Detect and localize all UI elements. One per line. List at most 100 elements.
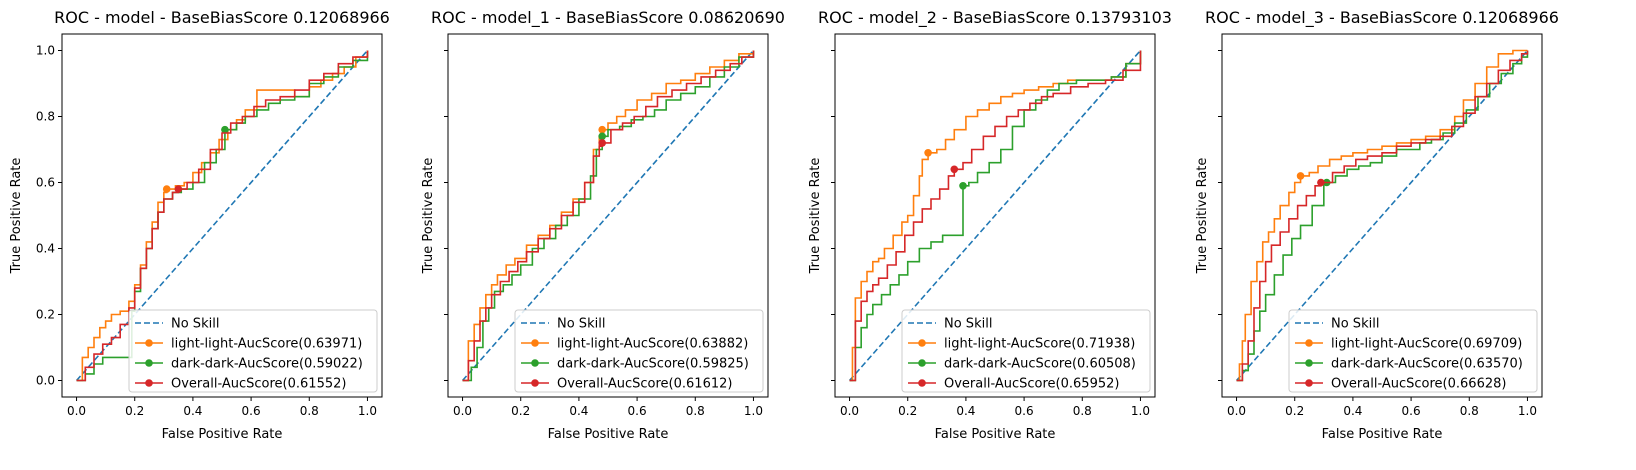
x-axis-label: False Positive Rate	[935, 427, 1056, 442]
legend-marker-1	[1305, 339, 1313, 347]
axes-frame	[1221, 33, 1543, 398]
legend: No Skill light-light-AucScore(0.69709) dar…	[1288, 309, 1538, 393]
legend-box	[1288, 309, 1538, 393]
panel-title: ROC - model_1 - BaseBiasScore 0.08620690	[431, 8, 785, 28]
roc-line-2	[462, 50, 755, 382]
threshold-marker-3	[1317, 178, 1325, 187]
roc-line-0	[848, 49, 1142, 382]
roc-line-0	[461, 49, 755, 382]
roc-panel-2: ROC - model_2 - BaseBiasScore 0.13793103…	[808, 8, 1172, 442]
threshold-marker-1	[598, 125, 606, 134]
x-tick-label: 0.8	[1073, 404, 1092, 418]
legend-label-1: light-light-AucScore(0.63882)	[557, 337, 748, 352]
plot-area	[461, 49, 755, 382]
legend: No Skill light-light-AucScore(0.71938) dar…	[901, 309, 1151, 393]
threshold-marker-2	[959, 182, 967, 190]
x-tick-label: 1.0	[1518, 404, 1537, 418]
x-tick-label: 0.4	[956, 404, 975, 418]
legend-label-1: light-light-AucScore(0.69709)	[1331, 337, 1522, 352]
x-tick-label: 0.6	[242, 404, 261, 418]
x-tick-label: 1.0	[744, 404, 763, 418]
y-axis-label: True Positive Rate	[1195, 158, 1210, 275]
threshold-marker-1	[162, 185, 171, 193]
legend-label-2: dark-dark-AucScore(0.59022)	[171, 357, 363, 372]
roc-line-3	[76, 50, 369, 382]
roc-line-3	[462, 50, 755, 382]
x-axis-label: False Positive Rate	[548, 427, 669, 442]
threshold-marker-3	[174, 185, 183, 193]
legend-marker-2	[918, 359, 926, 367]
legend-box	[901, 309, 1151, 393]
legend-label-2: dark-dark-AucScore(0.63570)	[1331, 357, 1523, 372]
legend-label-0: No Skill	[557, 317, 605, 332]
x-axis-label: False Positive Rate	[162, 427, 283, 442]
x-tick-label: 0.6	[1015, 404, 1034, 418]
y-tick-label: 0.2	[36, 308, 55, 322]
panel-title: ROC - model_2 - BaseBiasScore 0.13793103	[818, 8, 1172, 28]
legend-label-0: No Skill	[171, 317, 219, 332]
threshold-marker-2	[221, 125, 229, 134]
x-axis-label: False Positive Rate	[1322, 427, 1443, 442]
legend-label-3: Overall-AucScore(0.65952)	[944, 377, 1119, 392]
x-tick-label: 0.8	[1460, 404, 1479, 418]
roc-panel-1: ROC - model_1 - BaseBiasScore 0.08620690…	[421, 8, 785, 442]
legend-label-0: No Skill	[1331, 317, 1379, 332]
x-tick-label: 0.2	[511, 404, 530, 418]
x-tick-label: 0.2	[125, 404, 144, 418]
legend-label-3: Overall-AucScore(0.61612)	[557, 377, 732, 392]
roc-line-3	[1236, 50, 1529, 382]
x-tick-label: 0.0	[67, 404, 86, 418]
legend-label-2: dark-dark-AucScore(0.60508)	[944, 357, 1136, 372]
legend-label-2: dark-dark-AucScore(0.59825)	[557, 357, 749, 372]
x-tick-label: 0.6	[1402, 404, 1421, 418]
x-tick-label: 0.2	[1285, 404, 1304, 418]
y-tick-label: 0.0	[36, 374, 55, 388]
x-tick-label: 0.4	[569, 404, 588, 418]
roc-line-2	[849, 50, 1142, 382]
y-axis-label: True Positive Rate	[808, 158, 823, 275]
legend: No Skill light-light-AucScore(0.63882) dar…	[514, 309, 764, 393]
axes-frame	[447, 33, 769, 398]
legend-box	[128, 309, 378, 393]
x-tick-label: 0.4	[1343, 404, 1362, 418]
legend-marker-3	[1305, 379, 1313, 387]
roc-line-0	[75, 49, 369, 382]
legend-marker-3	[918, 379, 926, 387]
roc-line-0	[1235, 49, 1529, 382]
threshold-marker-3	[598, 139, 606, 147]
legend-marker-2	[1305, 359, 1313, 367]
x-tick-label: 0.0	[840, 404, 859, 418]
x-tick-label: 0.0	[1227, 404, 1246, 418]
axes-frame	[61, 33, 383, 398]
threshold-marker-2	[598, 132, 606, 141]
roc-panel-0: ROC - model - BaseBiasScore 0.12068966 0.…	[9, 8, 390, 442]
x-tick-label: 0.0	[453, 404, 472, 418]
axes-frame	[834, 33, 1156, 398]
panel-title: ROC - model_3 - BaseBiasScore 0.12068966	[1205, 8, 1559, 28]
legend-label-0: No Skill	[944, 317, 992, 332]
legend-label-1: light-light-AucScore(0.71938)	[944, 337, 1135, 352]
legend-label-3: Overall-AucScore(0.66628)	[1331, 377, 1506, 392]
y-tick-label: 0.6	[36, 176, 55, 190]
legend: No Skill light-light-AucScore(0.63971) dar…	[128, 309, 378, 393]
legend-marker-3	[145, 379, 153, 387]
legend-label-1: light-light-AucScore(0.63971)	[171, 337, 362, 352]
plot-area	[848, 49, 1142, 382]
legend-marker-3	[531, 379, 539, 387]
threshold-marker-3	[950, 165, 959, 174]
y-axis-label: True Positive Rate	[9, 158, 24, 275]
legend-marker-1	[531, 339, 539, 347]
plot-area	[1235, 49, 1529, 382]
legend-box	[514, 309, 764, 393]
legend-marker-2	[531, 359, 539, 367]
x-tick-label: 1.0	[1131, 404, 1150, 418]
legend-marker-1	[145, 339, 153, 347]
y-axis-label: True Positive Rate	[421, 158, 436, 275]
x-tick-label: 0.2	[898, 404, 917, 418]
threshold-marker-1	[1296, 172, 1305, 180]
x-tick-label: 0.4	[183, 404, 202, 418]
y-tick-label: 0.8	[36, 110, 55, 124]
legend-label-3: Overall-AucScore(0.61552)	[171, 377, 346, 392]
y-tick-label: 1.0	[36, 44, 55, 58]
